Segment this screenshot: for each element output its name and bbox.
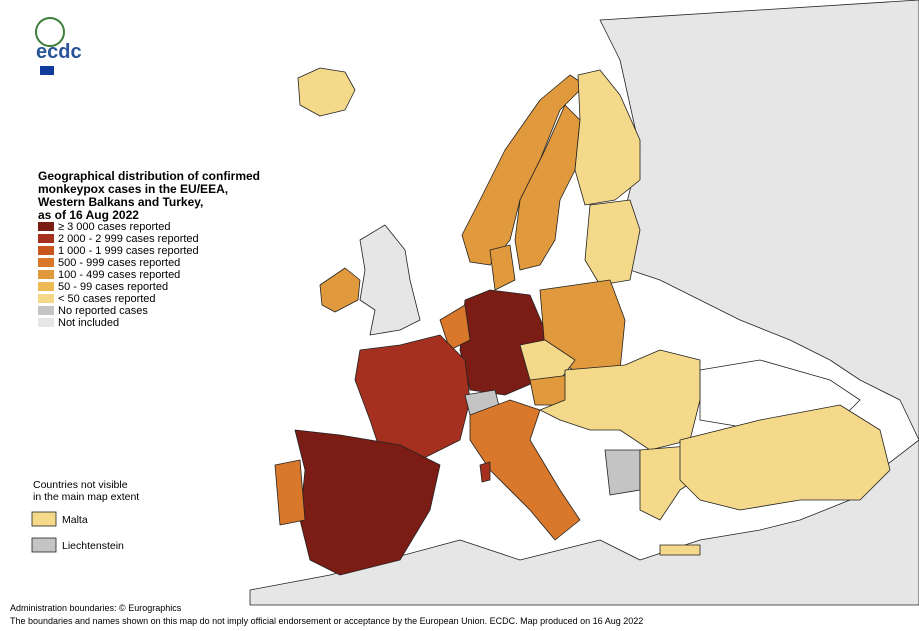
legend-label: < 50 cases reported [58, 293, 156, 305]
inset-label: Malta [62, 514, 88, 526]
legend-swatch [38, 234, 54, 243]
inset-label: Liechtenstein [62, 540, 124, 552]
inset-heading: in the main map extent [33, 491, 139, 503]
legend-label: ≥ 3 000 cases reported [58, 221, 170, 233]
sweden [514, 104, 581, 271]
logo: ecdc [36, 41, 82, 63]
portugal [274, 459, 306, 526]
legend-label: Not included [58, 317, 119, 329]
title-line: Western Balkans and Turkey, [38, 195, 203, 209]
ireland [319, 267, 361, 313]
france [354, 334, 471, 461]
legend-label: 500 - 999 cases reported [58, 257, 180, 269]
italy [469, 399, 581, 541]
inset-heading: Countries not visible [33, 479, 128, 491]
title-line: as of 16 Aug 2022 [38, 208, 139, 222]
legend-label: 100 - 499 cases reported [58, 269, 180, 281]
corsica [479, 461, 491, 483]
legend-swatch [38, 270, 54, 279]
legend-label: 1 000 - 1 999 cases reported [58, 245, 199, 257]
legend-label: 50 - 99 cases reported [58, 281, 168, 293]
footer: Administration boundaries: © Eurographic… [10, 603, 643, 626]
legend-swatch [38, 318, 54, 327]
inset-swatch [31, 537, 57, 553]
legend-label: 2 000 - 2 999 cases reported [58, 233, 199, 245]
title-line: monkeypox cases in the EU/EEA, [38, 182, 228, 196]
title: Geographical distribution of confirmedmo… [38, 169, 260, 222]
legend-label: No reported cases [58, 305, 148, 317]
legend-swatch [38, 306, 54, 315]
footer-line: Administration boundaries: © Eurographic… [10, 603, 182, 613]
netherlands-belgium [439, 304, 471, 351]
footer-line: The boundaries and names shown on this m… [10, 616, 643, 626]
baltics [584, 199, 641, 286]
title-line: Geographical distribution of confirmed [38, 169, 260, 183]
turkey [679, 404, 891, 511]
norway [461, 74, 586, 266]
legend-swatch [38, 258, 54, 267]
inset-swatch [31, 511, 57, 527]
legend-swatch [38, 282, 54, 291]
finland [574, 69, 641, 206]
uk [359, 224, 421, 336]
iceland [297, 67, 356, 117]
denmark [489, 244, 516, 291]
legend-swatch [38, 294, 54, 303]
legend-swatch [38, 246, 54, 255]
legend-swatch [38, 222, 54, 231]
crete [659, 544, 701, 556]
